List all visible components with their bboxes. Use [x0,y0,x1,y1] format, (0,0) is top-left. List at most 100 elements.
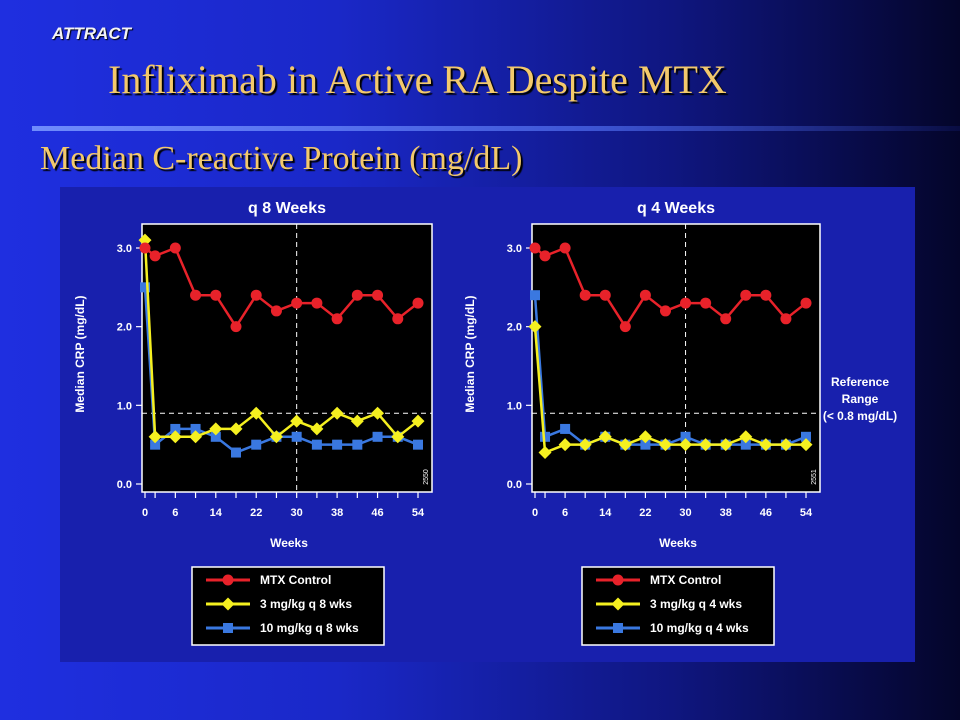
section-label: ATTRACT [52,24,131,43]
y-tick-label: 1.0 [117,400,132,412]
reference-range-note: (< 0.8 mg/dL) [823,409,897,423]
data-point [331,313,343,325]
data-point [413,439,423,450]
y-axis-label: Median CRP (mg/dL) [463,295,477,412]
x-tick-label: 38 [331,507,343,519]
data-point [250,289,262,301]
data-point [392,313,404,325]
data-point [170,423,181,434]
data-point [231,447,241,458]
reference-range-note: Range [842,392,879,406]
data-point [269,430,283,444]
data-point [372,431,383,442]
data-point [538,446,552,460]
data-point [780,313,792,325]
chart-panel: q 8 Weeks Median CRP (mg/dL) 0.0 1.0 2.0 3.0 0… [60,187,915,662]
chart-2: q 4 Weeks Median CRP (mg/dL) 0.0 1.0 2.0 3.0 0… [463,200,821,646]
data-point [659,305,671,317]
data-point [140,282,150,293]
x-tick-label: 22 [639,507,651,519]
y-tick-label: 1.0 [507,400,522,412]
data-point [539,250,551,262]
data-point [618,438,632,452]
data-point [190,289,202,301]
data-point [270,305,282,317]
data-point [350,414,364,428]
data-point [210,431,221,442]
data-point [739,430,753,444]
data-point [168,430,182,444]
data-point [558,438,572,452]
data-point [578,438,592,452]
y-tick-label: 2.0 [507,322,522,334]
legend-marker [612,574,624,586]
chart-title: q 4 Weeks [637,200,715,217]
x-tick-label: 22 [250,507,262,519]
data-point [700,297,712,309]
data-point [680,297,692,309]
charts-figure: q 8 Weeks Median CRP (mg/dL) 0.0 1.0 2.0 3.0 0… [73,200,897,646]
x-tick-label: 30 [291,507,303,519]
data-point [332,439,343,450]
x-tick-label: 30 [679,507,691,519]
data-point [169,242,181,254]
y-tick-label: 0.0 [117,479,132,491]
data-point [189,430,203,444]
data-point [352,439,363,450]
data-point [559,242,571,254]
data-point [528,320,542,334]
title-divider [32,126,960,131]
data-point [598,430,612,444]
data-point [371,406,385,420]
data-point [291,297,303,309]
data-point [291,431,302,442]
data-point [560,423,571,434]
data-point [530,290,540,301]
x-tick-label: 38 [720,507,732,519]
x-tick-label: 14 [210,507,223,519]
legend-label: 3 mg/kg q 8 wks [260,597,352,611]
chart-1: q 8 Weeks Median CRP (mg/dL) 0.0 1.0 2.0 3.0 0… [73,200,433,646]
x-tick-label: 54 [412,507,425,519]
data-point [540,431,551,442]
data-point [229,422,243,436]
data-point [801,431,811,442]
data-point [148,430,162,444]
x-tick-label: 6 [562,507,568,519]
figure-id: 2550 [423,469,430,485]
data-point [209,422,223,436]
data-point [290,414,304,428]
data-point [310,422,324,436]
data-point [139,242,151,254]
x-tick-label: 6 [172,507,178,519]
data-point [638,430,652,444]
data-point [680,431,691,442]
data-point [699,438,713,452]
page-subtitle: Median C-reactive Protein (mg/dL) [40,140,523,177]
data-point [372,289,384,301]
data-point [800,297,812,309]
data-point [412,297,424,309]
data-point [799,438,813,452]
legend-marker [613,623,623,633]
data-point [351,289,363,301]
reference-range-note: Reference [831,375,889,389]
legend-marker [611,597,625,611]
data-point [251,439,262,450]
data-point [311,439,322,450]
data-point [740,289,752,301]
y-tick-label: 0.0 [507,479,522,491]
y-tick-label: 3.0 [117,243,132,255]
x-tick-label: 46 [760,507,772,519]
data-point [210,289,222,301]
y-tick-label: 3.0 [507,243,522,255]
x-tick-label: 14 [599,507,612,519]
data-point [740,439,751,450]
legend-label: MTX Control [260,573,331,587]
data-point [779,438,793,452]
legend-label: MTX Control [650,573,721,587]
page-title: Infliximab in Active RA Despite MTX [108,57,727,102]
legend-marker [222,574,234,586]
data-point [599,289,611,301]
plot-area [141,223,433,493]
